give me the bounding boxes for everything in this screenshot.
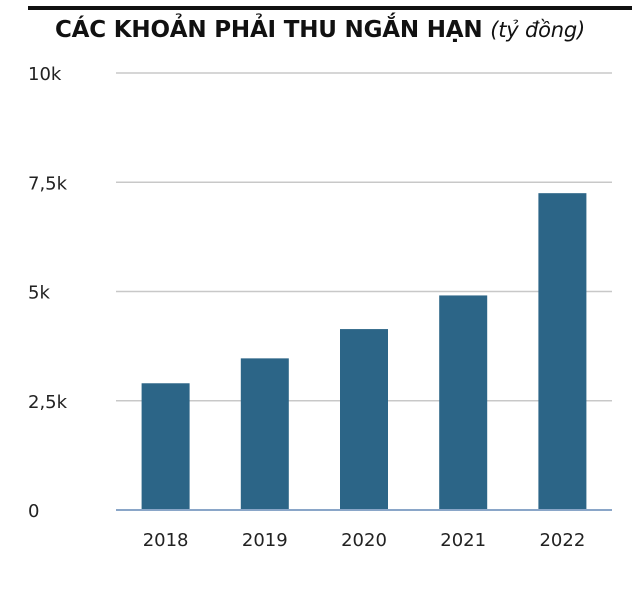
chart-title-unit: (tỷ đồng): [490, 18, 585, 42]
chart-title: CÁC KHOẢN PHẢI THU NGẮN HẠN: [55, 17, 483, 43]
y-tick-label: 0: [28, 501, 39, 522]
x-tick-label: 2021: [440, 530, 486, 551]
bar-layer: [141, 193, 587, 511]
bar-2021: [439, 295, 488, 510]
x-tick-label: 2018: [143, 530, 189, 551]
chart-title-block: CÁC KHOẢN PHẢI THU NGẮN HẠN (tỷ đồng): [0, 17, 640, 43]
bar-2019: [240, 358, 289, 510]
x-tick-label: 2020: [341, 530, 387, 551]
y-tick-label: 2,5k: [28, 392, 68, 413]
x-tick-label: 2019: [242, 530, 288, 551]
top-rule: [28, 6, 632, 10]
y-tick-label: 5k: [28, 283, 50, 304]
bar-2022: [538, 193, 587, 511]
x-tick-label: 2022: [539, 530, 585, 551]
y-tick-label: 7,5k: [28, 173, 68, 194]
axis-layer: 0 2,5k 5k 7,5k 10k 2018 2019 2020 2021 2022: [28, 64, 612, 551]
bar-2018: [141, 383, 190, 510]
y-tick-label: 10k: [28, 64, 62, 85]
bar-2020: [340, 329, 388, 510]
